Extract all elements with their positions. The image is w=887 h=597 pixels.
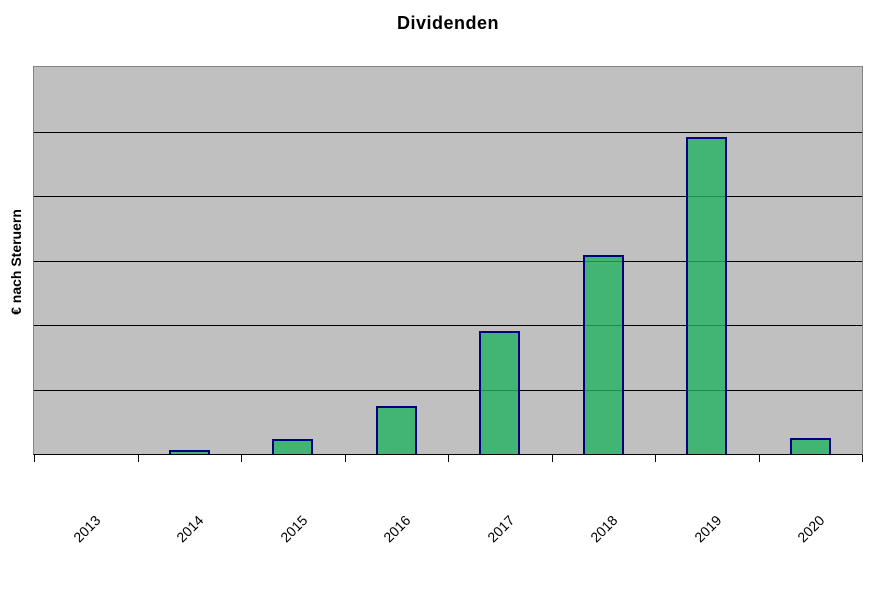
major-gridline — [34, 389, 862, 391]
x-axis-label-2018: 2018 — [587, 512, 621, 546]
x-axis-label-2020: 2020 — [794, 512, 828, 546]
x-axis-tick — [862, 455, 863, 462]
plot-area — [33, 66, 863, 455]
x-axis-tick — [448, 455, 449, 462]
x-axis-tick — [137, 455, 139, 462]
bar-2020 — [789, 437, 831, 454]
x-axis-label-2016: 2016 — [380, 512, 414, 546]
major-gridline — [34, 260, 862, 262]
bar-2015 — [272, 439, 314, 454]
x-axis-label-2017: 2017 — [483, 512, 518, 546]
x-axis-label-2019: 2019 — [690, 512, 725, 546]
x-axis-tick — [34, 455, 35, 462]
major-gridline — [34, 325, 862, 326]
x-axis-label-2015: 2015 — [276, 512, 311, 546]
x-axis-tick — [344, 455, 346, 462]
y-axis-title: € nach Steruern — [8, 209, 24, 315]
bar-2017 — [479, 331, 521, 454]
x-axis-label-2014: 2014 — [173, 512, 207, 546]
chart-title: Dividenden — [396, 13, 499, 33]
x-axis-label-2013: 2013 — [69, 512, 104, 546]
bar-2019 — [686, 136, 728, 454]
x-axis-tick — [241, 455, 242, 462]
x-axis-tick — [758, 455, 760, 462]
major-gridline — [34, 196, 862, 197]
x-axis-tick — [551, 455, 553, 462]
bar-2018 — [582, 254, 624, 454]
bar-2016 — [375, 406, 417, 454]
x-axis-tick — [655, 455, 656, 462]
bar-2014 — [168, 450, 210, 454]
major-gridline — [34, 131, 862, 133]
